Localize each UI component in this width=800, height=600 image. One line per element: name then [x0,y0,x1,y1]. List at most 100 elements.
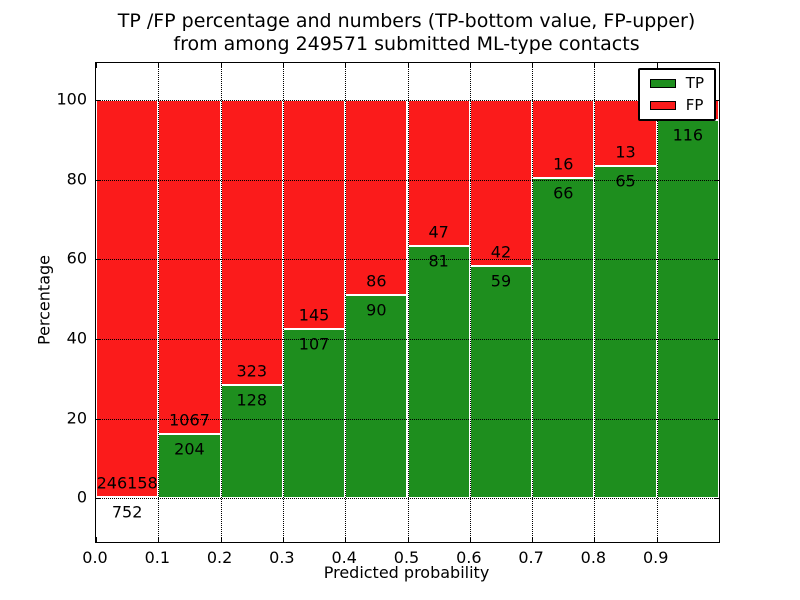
x-tick-label: 0.9 [642,548,669,567]
x-tick-mark-top [158,63,160,68]
x-tick-mark-top [407,63,409,68]
tp-swatch-icon [649,79,676,88]
fp-count-label: 42 [490,242,512,262]
x-tick-mark [656,537,658,542]
bar-segment-tp [345,294,408,499]
chart-title-line2: from among 249571 submitted ML-type cont… [173,33,640,55]
y-tick-label: 60 [66,248,87,268]
bar-segment-fp [532,100,595,178]
x-tick-label: 0.3 [269,548,295,567]
chart-title: TP /FP percentage and numbers (TP-bottom… [95,10,718,56]
x-tick-mark [407,537,409,542]
fp-count-label: 47 [428,222,449,242]
tp-count-label: 107 [298,334,330,354]
x-tick-mark [594,537,596,542]
tp-count-label: 66 [553,183,574,203]
x-gridline [407,63,409,542]
x-gridline [469,63,471,542]
x-gridline [656,63,658,542]
bar-segment-tp [282,329,346,499]
fp-count-label: 145 [298,305,330,325]
y-tick-mark-right [714,179,719,181]
fp-swatch-icon [649,101,676,110]
bar-segment-tp [656,119,719,499]
x-tick-mark-top [282,63,284,68]
y-tick-mark [96,418,101,420]
y-tick-label: 20 [66,408,87,428]
y-tick-label: 80 [66,169,87,189]
tp-count-label: 59 [490,271,512,291]
x-axis-label: Predicted probability [323,563,490,582]
y-tick-mark [96,179,101,181]
y-tick-label: 40 [66,328,87,348]
chart-title-line1: TP /FP percentage and numbers (TP-bottom… [117,10,696,32]
bar-segment-fp [345,100,408,295]
bar-segment-tp [407,246,470,499]
y-tick-mark-right [714,498,719,500]
x-tick-label: 0.4 [331,548,357,567]
fp-count-label: 13 [615,142,636,162]
bar-segment-fp [158,100,221,435]
tp-count-label: 752 [111,502,143,522]
plot-area: TP FP 246158 752 1067 204 323 128 145 107 86 90 47… [95,62,720,543]
x-tick-label: 0.8 [580,548,607,567]
x-tick-label: 0.5 [393,548,420,567]
x-tick-mark-top [345,63,347,68]
x-gridline [532,63,534,542]
bar-segment-fp [220,100,283,386]
bar-segment-tp [594,166,657,499]
x-tick-mark [469,537,471,542]
bar-segment-fp [469,100,533,266]
tp-count-label: 204 [174,439,205,459]
x-tick-mark-top [96,63,97,68]
legend-entry-tp: TP [649,74,704,92]
x-tick-label: 0.0 [82,548,108,567]
y-tick-label: 100 [56,89,87,109]
x-gridline [345,63,347,542]
x-gridline [594,63,596,542]
tp-count-label: 90 [366,300,387,320]
y-tick-mark [96,338,101,340]
x-tick-mark [96,537,97,542]
x-gridline [282,63,284,542]
bar-segment-fp [282,100,346,330]
x-tick-mark-top [220,63,222,68]
x-tick-mark-top [594,63,596,68]
fp-count-label: 1067 [169,410,210,430]
x-tick-mark [158,537,160,542]
y-tick-mark-right [714,418,719,420]
tp-count-label: 81 [428,251,449,271]
bar-segment-tp [158,434,221,499]
x-tick-mark [220,537,222,542]
x-tick-mark [532,537,534,542]
x-tick-label: 0.7 [518,548,544,567]
tp-count-label: 116 [672,125,704,145]
x-tick-label: 0.1 [144,548,171,567]
y-tick-mark-right [714,338,719,340]
y-tick-label: 0 [76,487,87,507]
y-tick-mark [96,498,101,500]
x-tick-mark-top [532,63,534,68]
bar-segment-tp [469,265,533,499]
legend: TP FP [637,68,716,121]
legend-entry-fp: FP [649,96,704,114]
x-tick-label: 0.6 [456,548,482,567]
fp-count-label: 86 [366,271,387,291]
x-tick-mark-top [469,63,471,68]
x-tick-mark [345,537,347,542]
bar-segment-fp [96,100,159,497]
legend-label-fp: FP [685,96,704,114]
legend-label-tp: TP [685,74,704,92]
fp-count-label: 323 [236,361,268,381]
fp-count-label: 246158 [96,473,158,493]
x-gridline [158,63,160,542]
y-tick-mark [96,100,101,102]
y-tick-mark-right [714,100,719,102]
fp-count-label: 16 [553,154,574,174]
x-tick-label: 0.2 [206,548,233,567]
x-gridline [220,63,222,542]
y-tick-mark [96,259,101,261]
y-tick-mark-right [714,259,719,261]
x-tick-mark [282,537,284,542]
